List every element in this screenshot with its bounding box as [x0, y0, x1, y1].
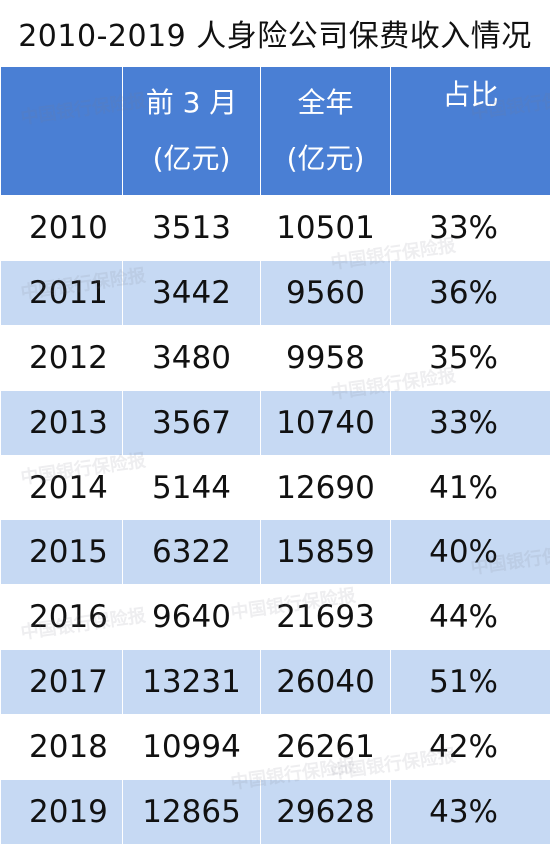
cell-q1: 3442: [123, 260, 261, 325]
header-q1-label: 前 3 月: [123, 75, 260, 131]
cell-ratio: 40%: [391, 520, 550, 585]
header-full-year-label: 全年: [261, 75, 390, 131]
cell-full-year: 9560: [261, 260, 391, 325]
header-year: [1, 67, 123, 196]
cell-q1: 5144: [123, 455, 261, 520]
cell-ratio: 44%: [391, 585, 550, 650]
cell-ratio: 36%: [391, 260, 550, 325]
cell-year: 2018: [1, 715, 123, 780]
table-title: 2010-2019 人身险公司保费收入情况: [0, 0, 550, 66]
cell-full-year: 9958: [261, 325, 391, 390]
cell-full-year: 15859: [261, 520, 391, 585]
cell-q1: 13231: [123, 650, 261, 715]
cell-ratio: 33%: [391, 390, 550, 455]
cell-full-year: 10740: [261, 390, 391, 455]
header-full-year: 全年 (亿元): [261, 67, 391, 196]
cell-year: 2010: [1, 196, 123, 261]
cell-q1: 9640: [123, 585, 261, 650]
cell-year: 2015: [1, 520, 123, 585]
cell-year: 2013: [1, 390, 123, 455]
cell-q1: 3567: [123, 390, 261, 455]
cell-ratio: 43%: [391, 780, 550, 845]
cell-full-year: 26040: [261, 650, 391, 715]
cell-year: 2019: [1, 780, 123, 845]
cell-q1: 10994: [123, 715, 261, 780]
cell-full-year: 26261: [261, 715, 391, 780]
header-full-year-unit: (亿元): [261, 131, 390, 187]
cell-ratio: 51%: [391, 650, 550, 715]
header-q1-unit: (亿元): [123, 131, 260, 187]
cell-ratio: 42%: [391, 715, 550, 780]
cell-q1: 12865: [123, 780, 261, 845]
header-q1: 前 3 月 (亿元): [123, 67, 261, 196]
cell-ratio: 35%: [391, 325, 550, 390]
cell-q1: 3480: [123, 325, 261, 390]
cell-q1: 6322: [123, 520, 261, 585]
cell-ratio: 41%: [391, 455, 550, 520]
cell-q1: 3513: [123, 196, 261, 261]
header-row: 前 3 月 (亿元) 全年 (亿元) 占比: [1, 67, 550, 196]
cell-year: 2011: [1, 260, 123, 325]
cell-year: 2017: [1, 650, 123, 715]
header-ratio-label: 占比: [391, 67, 550, 123]
cell-full-year: 10501: [261, 196, 391, 261]
header-ratio: 占比: [391, 67, 550, 196]
cell-full-year: 21693: [261, 585, 391, 650]
cell-year: 2016: [1, 585, 123, 650]
cell-ratio: 33%: [391, 196, 550, 261]
cell-full-year: 12690: [261, 455, 391, 520]
cell-full-year: 29628: [261, 780, 391, 845]
cell-year: 2012: [1, 325, 123, 390]
cell-year: 2014: [1, 455, 123, 520]
